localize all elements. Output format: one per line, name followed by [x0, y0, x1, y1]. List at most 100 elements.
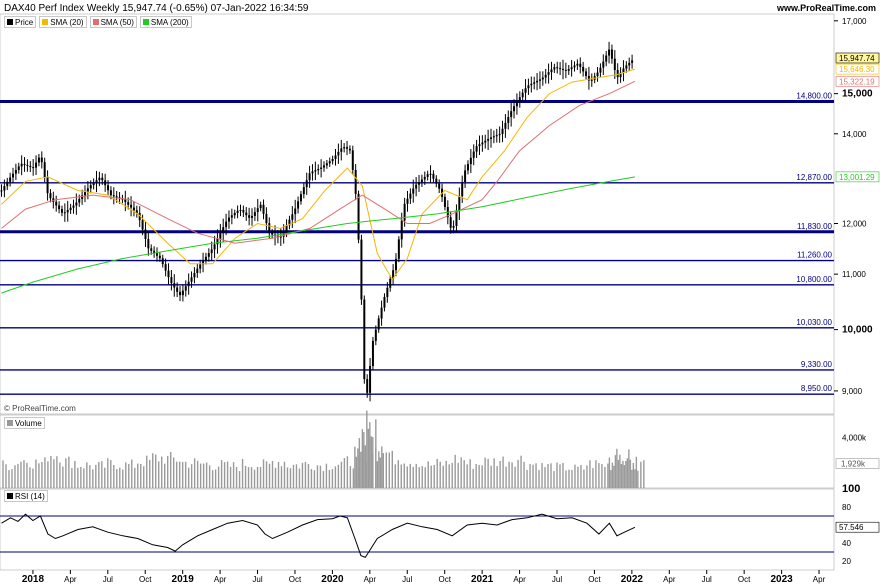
volume-panel-frame — [0, 414, 835, 489]
volume-bar — [80, 466, 82, 488]
volume-bar — [589, 460, 591, 488]
volume-bar — [223, 462, 226, 488]
candle-body — [374, 329, 377, 341]
time-tick-6: Apr — [214, 575, 227, 584]
volume-bar — [436, 458, 438, 488]
candle-body — [570, 67, 573, 70]
candle-body — [89, 185, 92, 189]
legend-price[interactable]: Price — [4, 16, 37, 28]
time-tick-22: Apr — [813, 575, 826, 584]
volume-bar — [580, 465, 582, 488]
volume-bar — [316, 465, 319, 488]
volume-bar — [262, 459, 265, 488]
candle-body — [311, 171, 314, 174]
volume-bar — [178, 461, 181, 488]
volume-bar — [253, 469, 256, 488]
candle-body — [207, 253, 210, 257]
legend-rsi[interactable]: RSI (14) — [4, 490, 48, 502]
time-tick-7: Jul — [252, 575, 262, 584]
volume-bar — [29, 467, 31, 488]
candle-body — [184, 286, 187, 291]
candle-body — [227, 217, 230, 222]
volume-bar — [247, 467, 250, 488]
candle-body — [481, 142, 484, 145]
candle-body — [202, 260, 205, 265]
candle-body — [256, 208, 259, 213]
candle-body — [429, 173, 432, 175]
candle-body — [92, 182, 95, 186]
volume-bar — [38, 463, 40, 488]
main-panel-frame — [0, 13, 835, 415]
candle-body — [95, 180, 98, 183]
legend-sma20[interactable]: SMA (20) — [39, 16, 87, 28]
candle-body — [147, 239, 150, 249]
time-tick-19: Jul — [702, 575, 712, 584]
volume-bar — [280, 466, 283, 488]
volume-bar — [334, 466, 337, 488]
candle-body — [26, 164, 29, 167]
volume-bar — [250, 467, 253, 488]
rsi-tick-3: 40 — [842, 539, 851, 548]
candle-body — [426, 174, 429, 177]
volume-bar — [50, 455, 52, 488]
price-tick-5: 10,000 — [842, 325, 873, 336]
volume-bar — [544, 467, 546, 488]
volume-bar — [23, 460, 25, 488]
volume-bar — [622, 460, 624, 488]
candle-body — [438, 183, 441, 189]
candle-body — [20, 163, 23, 167]
volume-bar — [166, 455, 169, 488]
volume-bar — [372, 453, 374, 488]
candle-body — [107, 185, 110, 191]
volume-bar — [640, 461, 642, 488]
candle-body — [622, 68, 625, 73]
volume-bar — [592, 468, 594, 488]
time-tick-18: Apr — [663, 575, 676, 584]
last-value-box-1 — [835, 63, 880, 75]
volume-bar — [620, 463, 623, 488]
candle-body — [587, 75, 590, 81]
legend-volume[interactable]: Volume — [4, 417, 45, 429]
candle-body — [423, 176, 426, 180]
volume-bar — [202, 463, 205, 488]
volume-bar — [381, 446, 383, 488]
volume-bar — [134, 467, 136, 488]
volume-bar — [433, 464, 435, 488]
candle-body — [409, 193, 412, 199]
candle-body — [279, 236, 282, 238]
volume-bar — [562, 462, 564, 488]
sma200-swatch — [142, 19, 149, 25]
candle-body — [268, 223, 271, 233]
site-url[interactable]: www.ProRealTime.com — [776, 3, 876, 13]
volume-bar — [635, 456, 638, 488]
volume-bar — [463, 460, 465, 488]
volume-bar — [17, 463, 19, 488]
candle-body — [412, 188, 415, 194]
time-axis: 2018 Apr Jul Oct 2019 Apr Jul Oct 2020 Apr Jul Oct 2… — [22, 570, 826, 585]
candle-body — [127, 202, 130, 205]
candle-body — [12, 173, 15, 178]
volume-bar — [469, 459, 471, 488]
volume-bar — [547, 464, 549, 488]
rsi-tick-4: 20 — [842, 557, 851, 566]
volume-bar — [155, 454, 157, 488]
volume-bar — [149, 459, 151, 488]
legend-sma50[interactable]: SMA (50) — [89, 16, 137, 28]
last-value-box-2 — [835, 75, 880, 87]
candle-body — [104, 180, 107, 186]
volume-bar — [211, 470, 214, 488]
legend-sma200[interactable]: SMA (200) — [139, 16, 192, 28]
candle-body — [115, 196, 118, 198]
candle-body — [176, 287, 179, 292]
volume-bar — [598, 462, 600, 488]
sma20-swatch — [42, 19, 49, 25]
candle-body — [101, 177, 104, 181]
volume-bar — [286, 467, 289, 488]
candle-body — [478, 144, 481, 147]
volume-bar — [59, 462, 61, 488]
volume-bar — [322, 471, 325, 488]
volume-bar — [472, 468, 474, 488]
candle-body — [187, 281, 190, 287]
volume-bar — [86, 462, 88, 488]
